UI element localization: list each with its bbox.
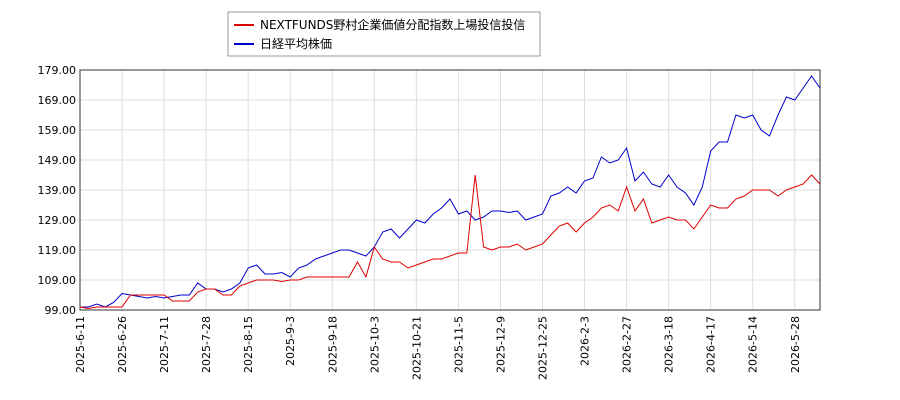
x-tick-label: 2026-5-14	[747, 316, 760, 373]
x-tick-label: 2026-2-3	[579, 316, 592, 366]
y-tick-label: 169.00	[38, 94, 77, 107]
y-tick-label: 119.00	[38, 244, 77, 257]
x-tick-label: 2025-11-5	[452, 316, 465, 373]
y-tick-label: 129.00	[38, 214, 77, 227]
x-tick-label: 2025-8-15	[242, 316, 255, 373]
x-tick-label: 2025-7-28	[200, 316, 213, 373]
x-tick-label: 2025-6-11	[74, 316, 87, 373]
legend-box	[227, 11, 541, 57]
plot-border	[79, 69, 821, 311]
x-tick-label: 2025-12-9	[494, 316, 507, 373]
x-tick-label: 2025-6-26	[116, 316, 129, 373]
y-tick-label: 109.00	[38, 274, 77, 287]
y-tick-label: 179.00	[38, 64, 77, 77]
y-tick-label: 159.00	[38, 124, 77, 137]
x-tick-label: 2025-9-18	[326, 316, 339, 373]
x-tick-label: 2025-12-25	[537, 316, 550, 380]
y-tick-label: 149.00	[38, 154, 77, 167]
legend-label: 日経平均株価	[260, 36, 332, 51]
x-tick-label: 2025-10-3	[368, 316, 381, 373]
series-line	[80, 75, 821, 308]
x-tick-label: 2025-10-21	[410, 316, 423, 380]
legend-label: NEXTFUNDS野村企業価値分配指数上場投信投信	[260, 17, 525, 32]
series-line	[79, 174, 821, 310]
x-tick-label: 2026-5-28	[789, 316, 802, 373]
x-tick-label: 2026-2-27	[621, 316, 634, 373]
x-tick-label: 2025-7-11	[158, 316, 171, 373]
x-tick-label: 2025-9-3	[284, 316, 297, 366]
y-tick-label: 99.00	[45, 304, 77, 317]
y-tick-label: 139.00	[38, 184, 77, 197]
x-tick-label: 2026-3-18	[663, 316, 676, 373]
x-tick-label: 2026-4-17	[705, 316, 718, 373]
